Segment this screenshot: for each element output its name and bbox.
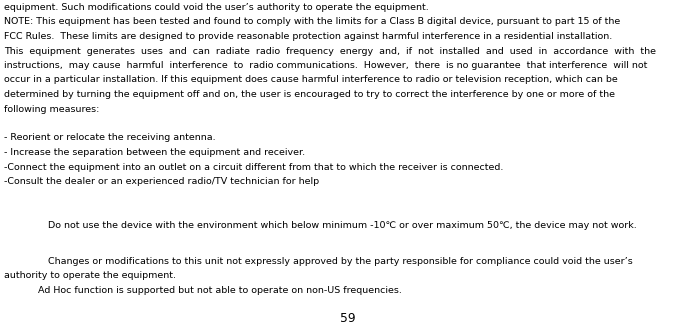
Text: Do not use the device with the environment which below minimum -10℃ or over maxi: Do not use the device with the environme… (48, 220, 637, 229)
Text: instructions,  may cause  harmful  interference  to  radio communications.  Howe: instructions, may cause harmful interfer… (4, 61, 647, 70)
Text: -Connect the equipment into an outlet on a circuit different from that to which : -Connect the equipment into an outlet on… (4, 163, 503, 171)
Text: equipment. Such modifications could void the user’s authority to operate the equ: equipment. Such modifications could void… (4, 3, 429, 12)
Text: determined by turning the equipment off and on, the user is encouraged to try to: determined by turning the equipment off … (4, 90, 615, 99)
Text: This  equipment  generates  uses  and  can  radiate  radio  frequency  energy  a: This equipment generates uses and can ra… (4, 46, 656, 56)
Text: 59: 59 (340, 312, 356, 325)
Text: -Consult the dealer or an experienced radio/TV technician for help: -Consult the dealer or an experienced ra… (4, 177, 319, 186)
Text: FCC Rules.  These limits are designed to provide reasonable protection against h: FCC Rules. These limits are designed to … (4, 32, 612, 41)
Text: following measures:: following measures: (4, 105, 100, 114)
Text: - Increase the separation between the equipment and receiver.: - Increase the separation between the eq… (4, 148, 305, 157)
Text: Ad Hoc function is supported but not able to operate on non-US frequencies.: Ad Hoc function is supported but not abl… (38, 286, 402, 295)
Text: Changes or modifications to this unit not expressly approved by the party respon: Changes or modifications to this unit no… (48, 257, 633, 266)
Text: NOTE: This equipment has been tested and found to comply with the limits for a C: NOTE: This equipment has been tested and… (4, 18, 620, 26)
Text: authority to operate the equipment.: authority to operate the equipment. (4, 271, 176, 280)
Text: occur in a particular installation. If this equipment does cause harmful interfe: occur in a particular installation. If t… (4, 75, 618, 84)
Text: - Reorient or relocate the receiving antenna.: - Reorient or relocate the receiving ant… (4, 133, 216, 143)
